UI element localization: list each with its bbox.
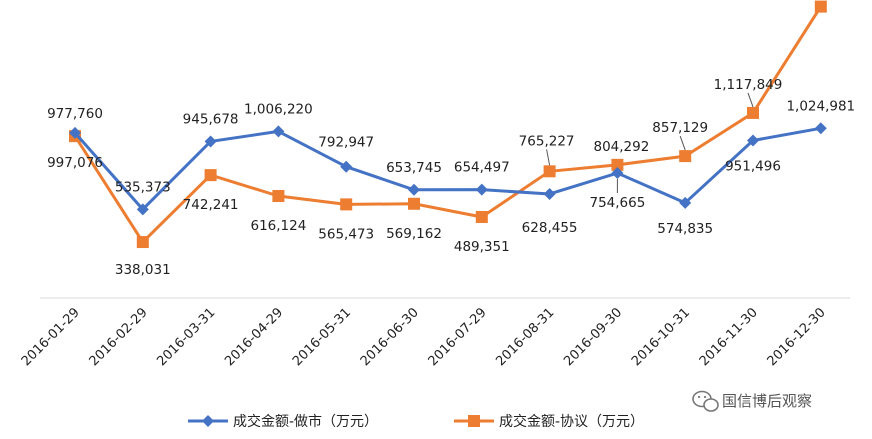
label-leader-line [747,92,754,108]
legend-marker-agreement [468,415,480,427]
data-label: 997,076 [47,155,103,171]
data-point[interactable] [136,236,149,249]
data-point[interactable] [204,135,217,148]
data-point[interactable] [408,183,420,196]
x-tick-label: 2016-11-30 [697,305,761,369]
data-label: 742,241 [183,197,239,213]
data-label: 1,006,220 [244,101,313,117]
series-line [73,126,822,211]
x-tick-label: 2016-10-31 [629,305,693,369]
data-point[interactable] [747,106,759,119]
data-point[interactable] [272,125,285,138]
data-label: 574,835 [657,221,713,237]
data-point[interactable] [679,150,692,163]
x-tick-label: 2016-09-30 [561,305,625,369]
data-point[interactable] [679,196,692,209]
data-label: 653,745 [386,160,442,176]
series-market-making [69,122,827,216]
data-label: 565,473 [318,226,374,242]
x-tick-label: 2016-03-31 [154,305,218,369]
data-point[interactable] [611,167,624,180]
series-layer [69,0,827,249]
wechat-icon [692,390,719,412]
x-tick-label: 2016-06-30 [358,305,422,369]
watermark-text: 国信博后观察 [722,392,812,410]
data-label: 535,373 [115,179,171,195]
data-label: 569,162 [386,226,442,242]
x-tick-label: 2016-02-29 [87,305,151,369]
label-leader-line [679,135,686,151]
data-label: 792,947 [318,135,374,151]
legend-label-agreement: 成交金额-协议（万元） [499,413,644,430]
label-leader-line [546,149,551,166]
data-point[interactable] [543,187,556,200]
legend-item-agreement[interactable]: 成交金额-协议（万元） [454,413,644,430]
series-agreement [69,0,827,249]
legend-item-market-making[interactable]: 成交金额-做市（万元） [188,413,378,430]
legend: 成交金额-做市（万元） 成交金额-协议（万元） [188,413,644,430]
data-label: 765,227 [519,133,575,149]
watermark: 国信博后观察 [692,390,812,412]
x-tick-label: 2016-05-31 [290,305,354,369]
data-label: 945,678 [183,111,239,127]
x-tick-label: 2016-12-30 [765,305,829,369]
data-label: 616,124 [250,218,306,234]
data-label: 1,024,981 [786,98,855,114]
series-line [73,5,823,244]
data-label: 1,117,849 [714,77,783,93]
data-point[interactable] [340,160,353,173]
data-point[interactable] [475,210,488,223]
data-point[interactable] [272,189,285,202]
data-label: 977,760 [47,106,103,122]
data-point[interactable] [814,122,827,135]
x-tick-labels: 2016-01-29 2016-02-29 2016-03-31 2016-04-29… [19,305,829,369]
x-tick-label: 2016-04-29 [222,305,286,369]
data-label: 804,292 [593,139,649,155]
data-point[interactable] [136,203,149,216]
data-label: 489,351 [454,239,510,255]
data-point[interactable] [69,126,81,139]
data-label: 628,455 [522,220,578,236]
data-point[interactable] [340,198,353,211]
data-label: 754,665 [589,195,645,211]
x-tick-label: 2016-01-29 [19,305,83,369]
x-tick-label: 2016-08-31 [493,305,557,369]
data-point[interactable] [543,165,556,178]
data-label: 857,129 [652,120,708,136]
data-point[interactable] [611,158,624,171]
x-tick-label: 2016-07-29 [426,305,490,369]
data-point[interactable] [204,169,217,182]
data-label: 654,497 [454,160,510,176]
data-point[interactable] [814,0,827,13]
data-label: 951,496 [725,158,781,174]
data-point[interactable] [747,134,759,147]
data-point[interactable] [475,183,488,196]
data-point[interactable] [408,197,420,210]
data-labels: 997,076 535,373 945,678 1,006,220 792,947 653… [47,77,855,278]
legend-marker-market-making [202,415,214,427]
legend-label-market-making: 成交金额-做市（万元） [233,413,378,430]
data-label: 338,031 [115,262,171,278]
